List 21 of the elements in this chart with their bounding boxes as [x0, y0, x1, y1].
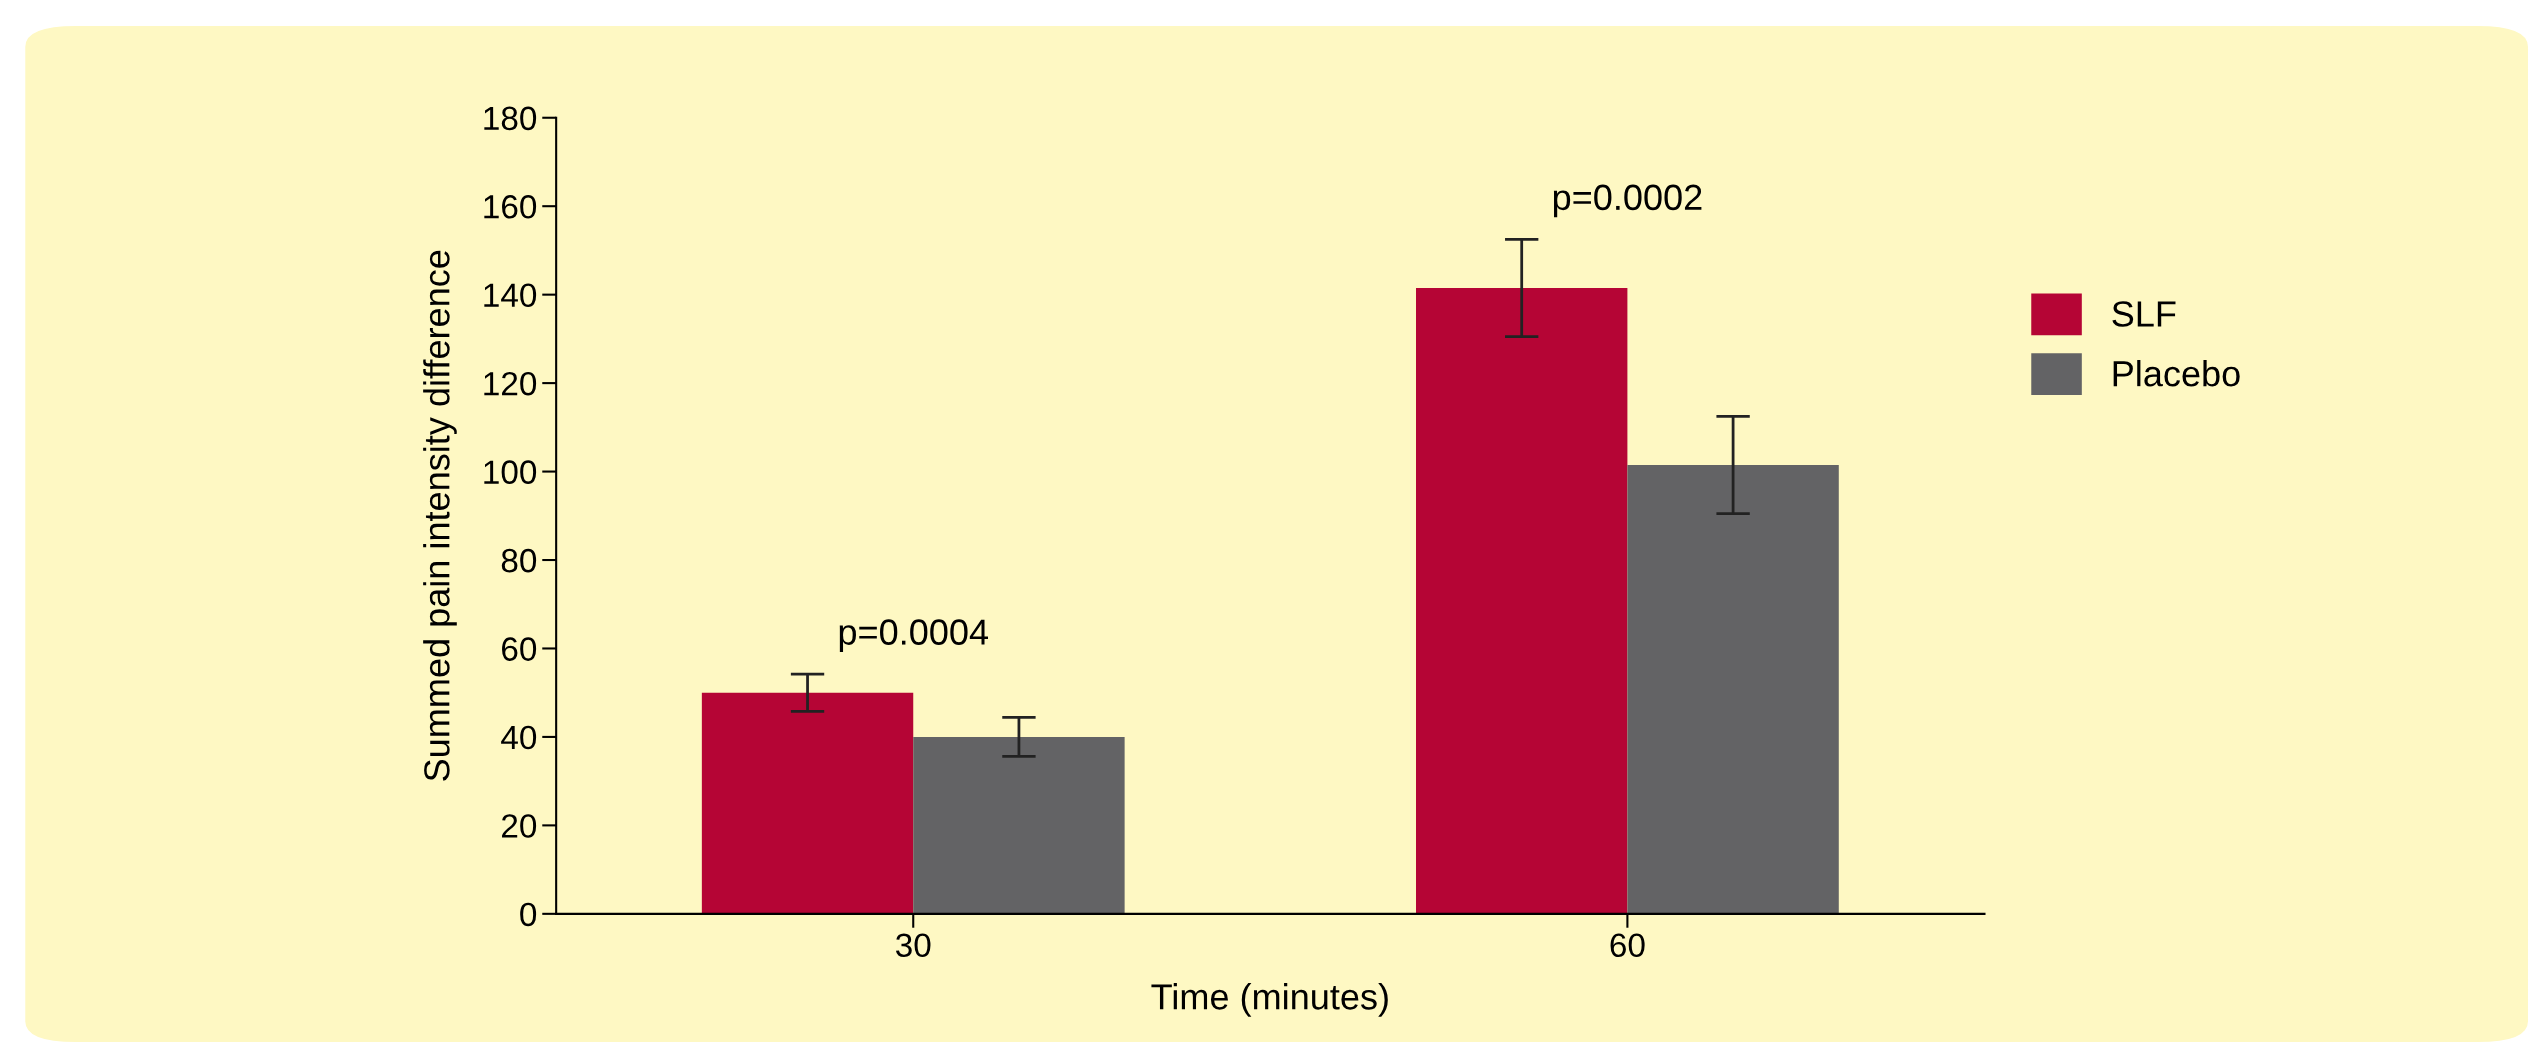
annotation: p=0.0002: [1553, 184, 1702, 218]
y-tick-label: 20: [502, 814, 537, 838]
y-tick-label: 100: [484, 460, 537, 484]
y-tick-label: 80: [501, 548, 537, 573]
legend-label: SLF: [2112, 301, 2176, 327]
bar: [701, 692, 914, 914]
y-tick-label: 140: [484, 283, 537, 308]
bar: [913, 736, 1125, 914]
bar: [1627, 464, 1839, 914]
annotation: p=0.0004: [839, 619, 988, 653]
y-axis-title: Summed pain intensity difference: [423, 250, 457, 781]
y-tick-label: 160: [484, 195, 537, 219]
x-axis-title: Time (minutes): [1151, 983, 1388, 1017]
bar: [1416, 288, 1628, 914]
x-tick-label: 30: [895, 933, 931, 958]
y-tick-label: 180: [484, 106, 537, 131]
legend-label: Placebo: [2113, 360, 2240, 387]
y-tick-label: 120: [484, 371, 537, 396]
y-tick-label: 40: [501, 725, 537, 750]
y-tick-label: 0: [520, 902, 537, 927]
y-tick-label: 60: [502, 637, 537, 661]
